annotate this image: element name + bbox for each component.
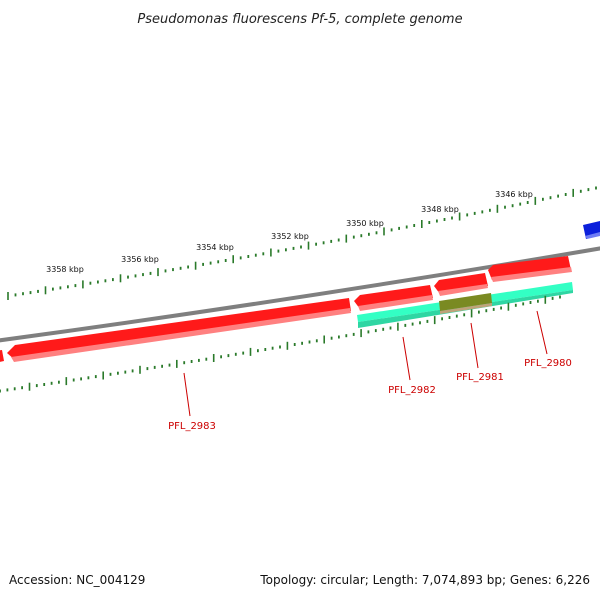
leader-line-pfl-2981 — [470, 322, 479, 369]
genome-stats-text: Topology: circular; Length: 7,074,893 bp… — [260, 573, 590, 587]
gene-pfl-2981[interactable] — [434, 273, 488, 296]
leader-line-pfl-2983 — [183, 372, 191, 417]
leader-line-pfl-2980 — [536, 310, 548, 355]
tick-label-3356: 3356 kbp — [121, 255, 159, 264]
outer-tick-ring — [7, 186, 597, 300]
gene-pfl-2983[interactable] — [7, 298, 351, 362]
reverse-gene-shadow — [585, 232, 600, 239]
gene-label-pfl-2982[interactable]: PFL_2982 — [388, 385, 436, 396]
gene-label-pfl-2983[interactable]: PFL_2983 — [168, 421, 216, 432]
accession-text: Accession: NC_004129 — [9, 573, 146, 587]
gene-pfl-2980[interactable] — [488, 256, 572, 282]
gene-pfl-2982[interactable] — [354, 285, 433, 311]
reverse-gene-segment-left[interactable] — [0, 350, 4, 363]
gene-label-pfl-2980[interactable]: PFL_2980 — [524, 358, 572, 369]
tick-label-3352: 3352 kbp — [271, 232, 309, 241]
tick-label-3350: 3350 kbp — [346, 219, 384, 228]
feature-highlight — [439, 293, 492, 311]
tick-label-3358: 3358 kbp — [46, 265, 84, 274]
tick-label-3346: 3346 kbp — [495, 190, 533, 199]
genome-backbone — [0, 246, 600, 343]
leader-line-pfl-2982 — [402, 336, 411, 381]
tick-label-3348: 3348 kbp — [421, 205, 459, 214]
gene-label-pfl-2981[interactable]: PFL_2981 — [456, 372, 504, 383]
feature-band[interactable] — [357, 282, 573, 328]
tick-label-3354: 3354 kbp — [196, 243, 234, 252]
map-title: Pseudomonas fluorescens Pf-5, complete g… — [137, 12, 462, 27]
inner-tick-ring — [0, 295, 561, 393]
